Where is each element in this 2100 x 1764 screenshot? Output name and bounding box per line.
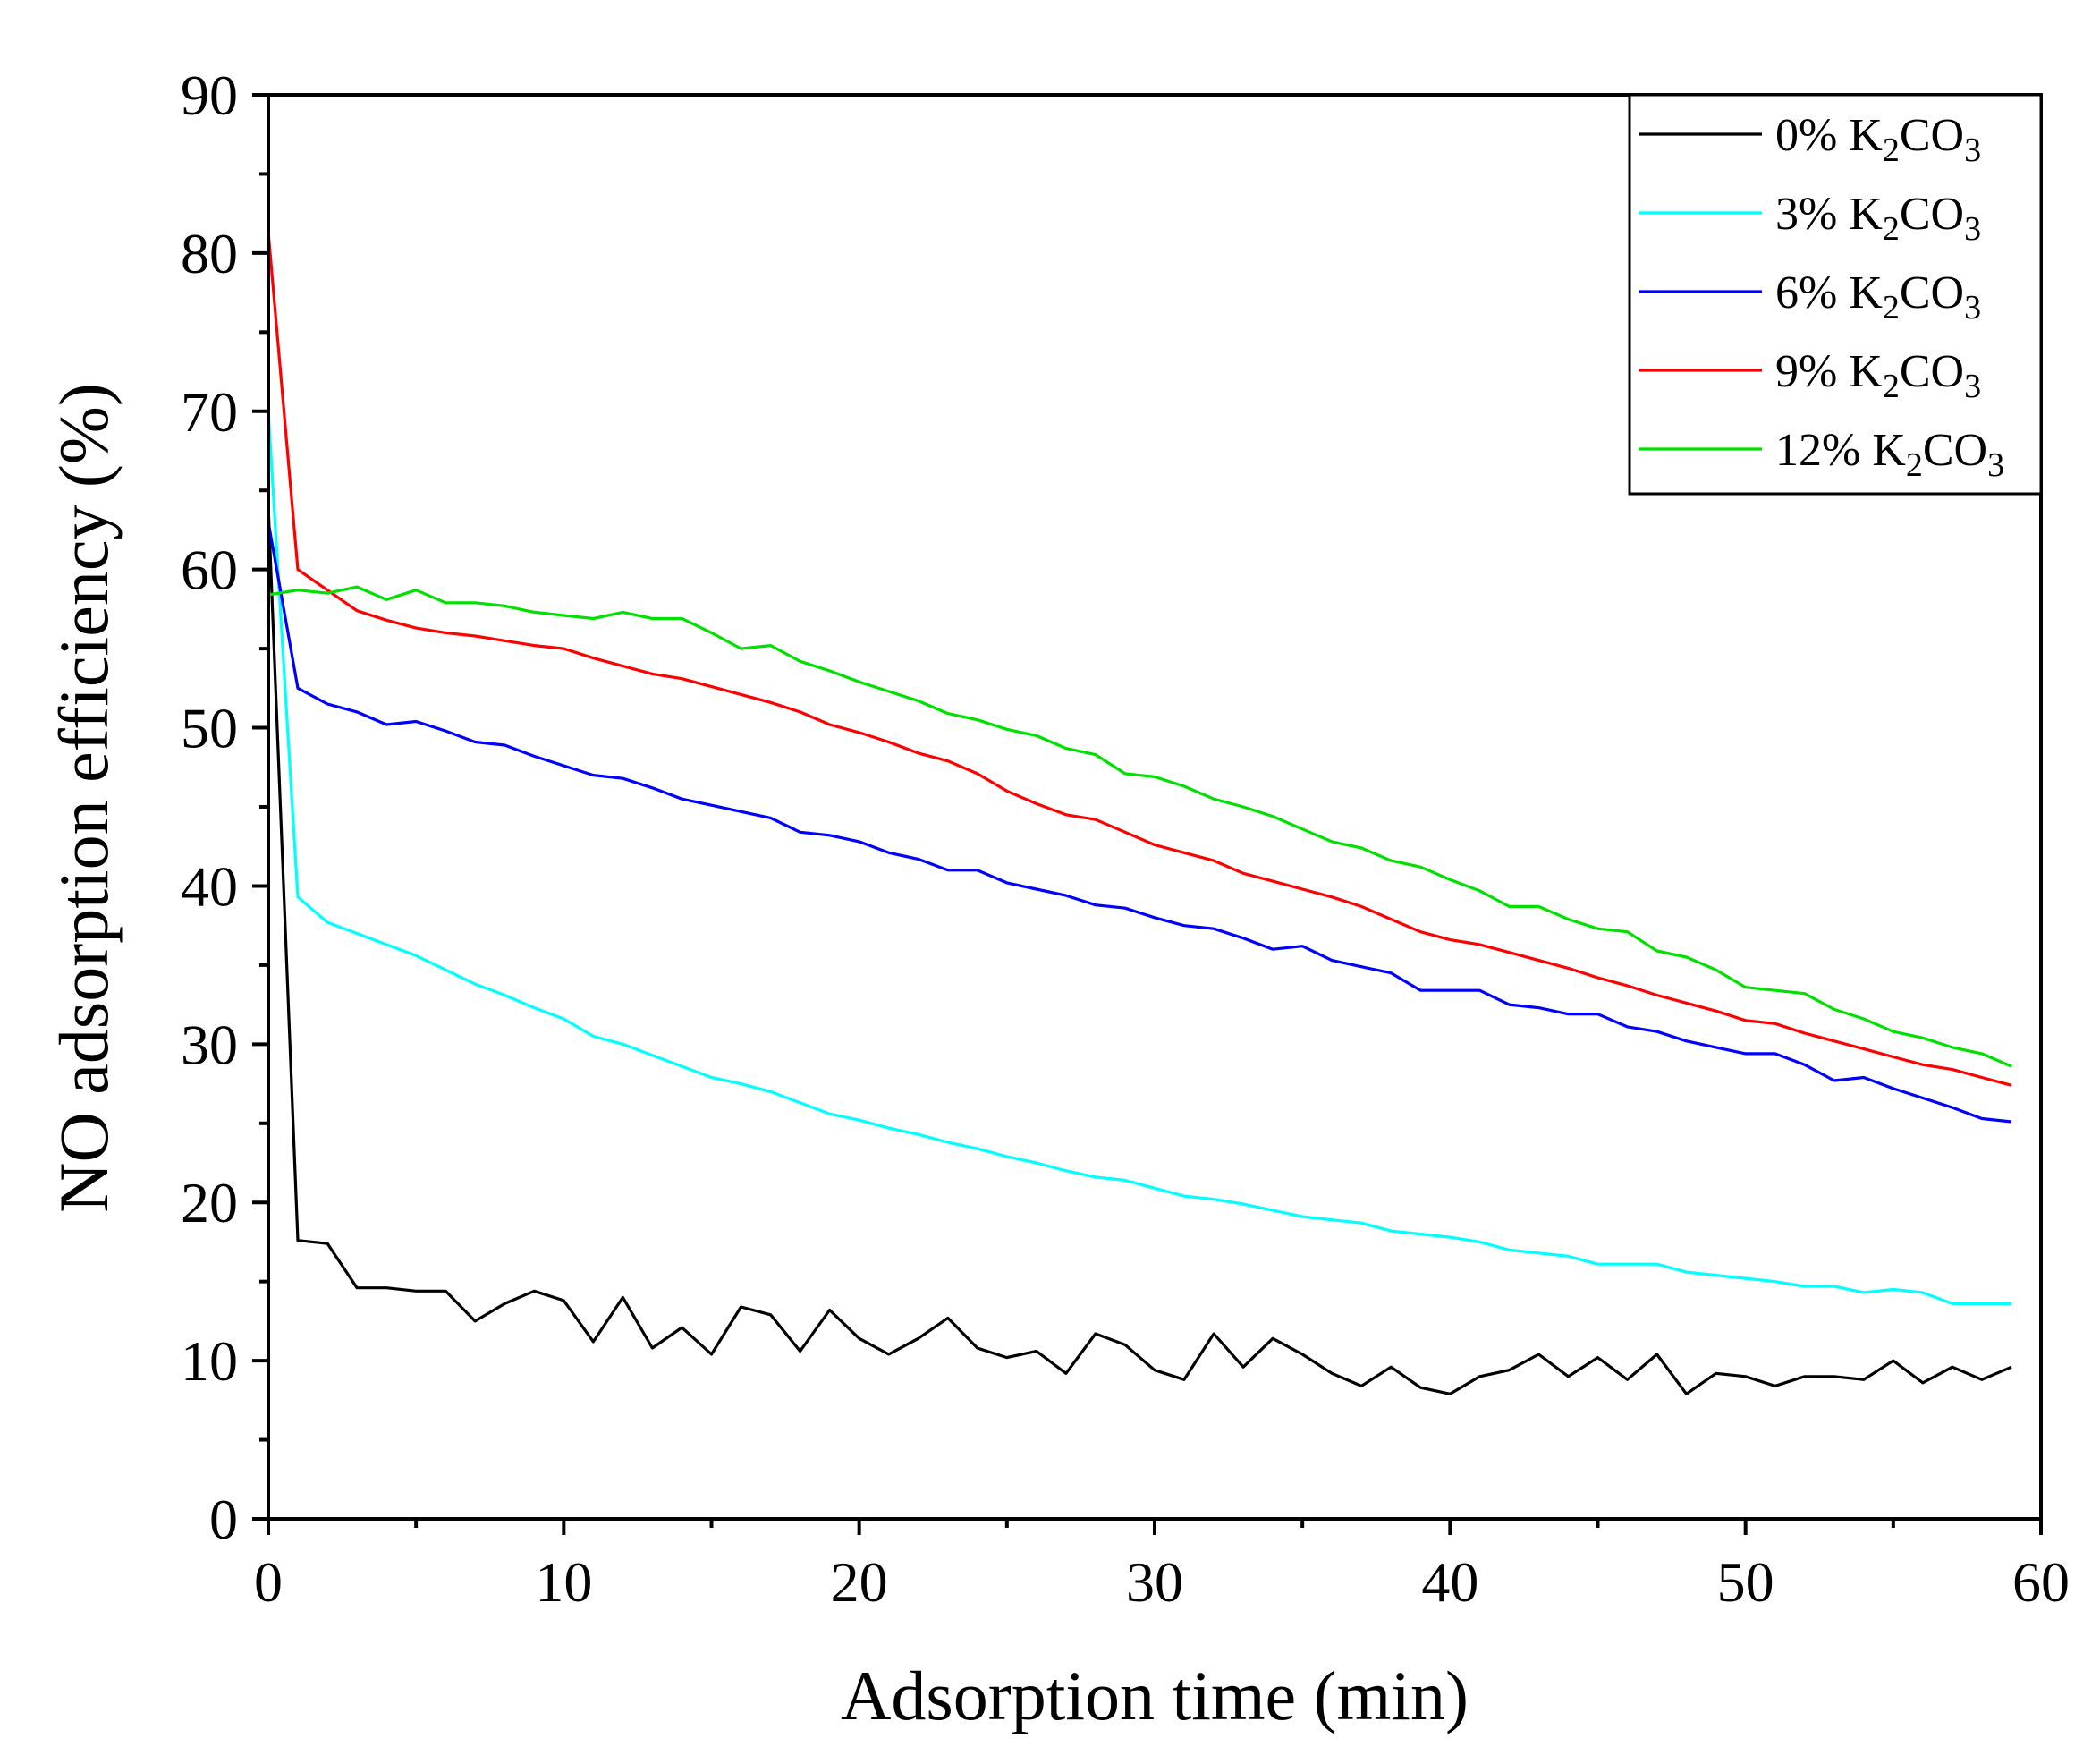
y-tick-label: 50 bbox=[181, 697, 238, 760]
legend-text-part: CO bbox=[1900, 346, 1964, 397]
legend-label-0: 0% K2CO3 bbox=[1775, 110, 1981, 169]
plot-lines bbox=[267, 232, 2012, 1395]
y-tick-label: 60 bbox=[181, 539, 238, 602]
legend-text-part: 9% K bbox=[1775, 346, 1883, 397]
legend-text-part: 0% K bbox=[1775, 110, 1883, 161]
legend-subscript: 2 bbox=[1883, 210, 1900, 248]
legend-text-part: CO bbox=[1900, 110, 1964, 161]
y-tick-label: 0 bbox=[209, 1488, 238, 1551]
legend-text-part: CO bbox=[1900, 189, 1964, 240]
x-tick-label: 40 bbox=[1421, 1550, 1478, 1614]
legend-text-part: 3% K bbox=[1775, 189, 1883, 240]
x-tick-label: 50 bbox=[1717, 1550, 1774, 1614]
legend-text-part: 6% K bbox=[1775, 267, 1883, 318]
x-tick-label: 0 bbox=[254, 1550, 283, 1614]
y-tick-label: 90 bbox=[181, 64, 238, 127]
axes: 0 10 20 30 40 50 60 0 10 20 30 40 50 60 70 80 90 bbox=[181, 64, 2070, 1614]
y-tick-label: 80 bbox=[181, 222, 238, 285]
series-line-4 bbox=[267, 585, 2012, 1068]
legend-subscript: 3 bbox=[1964, 289, 1981, 327]
legend-label-1: 3% K2CO3 bbox=[1775, 189, 1981, 248]
x-tick-label: 60 bbox=[2012, 1550, 2070, 1614]
legend-subscript: 2 bbox=[1883, 131, 1900, 169]
series-line-2 bbox=[267, 522, 2012, 1124]
legend-text-part: CO bbox=[1923, 425, 1987, 476]
legend-subscript: 2 bbox=[1883, 368, 1900, 405]
legend-subscript: 2 bbox=[1883, 289, 1900, 327]
y-tick-label: 40 bbox=[181, 854, 238, 918]
x-axis-title: Adsorption time (min) bbox=[841, 1657, 1469, 1734]
y-tick-label: 20 bbox=[181, 1171, 238, 1234]
y-tick-label: 70 bbox=[181, 380, 238, 444]
legend-subscript: 3 bbox=[1964, 368, 1981, 405]
legend-subscript: 3 bbox=[1964, 131, 1981, 169]
y-tick-label: 10 bbox=[181, 1329, 238, 1393]
legend-text-part: CO bbox=[1900, 267, 1964, 318]
legend-subscript: 3 bbox=[1964, 210, 1981, 248]
legend-label-3: 9% K2CO3 bbox=[1775, 346, 1981, 405]
y-axis-title: NO adsorption efficiency (%) bbox=[45, 383, 123, 1213]
x-tick-label: 20 bbox=[831, 1550, 888, 1614]
legend-subscript: 3 bbox=[1987, 446, 2004, 484]
x-tick-label: 10 bbox=[535, 1550, 592, 1614]
series-line-3 bbox=[267, 232, 2012, 1087]
legend-text-part: 12% K bbox=[1775, 425, 1906, 476]
legend-label-2: 6% K2CO3 bbox=[1775, 267, 1981, 327]
legend-subscript: 2 bbox=[1906, 446, 1923, 484]
series-line-1 bbox=[267, 411, 2011, 1306]
y-tick-label: 30 bbox=[181, 1013, 238, 1076]
series-line-0 bbox=[267, 505, 2012, 1395]
x-tick-label: 30 bbox=[1126, 1550, 1183, 1614]
legend-label-4: 12% K2CO3 bbox=[1775, 425, 2004, 484]
legend-box bbox=[1628, 93, 2043, 496]
